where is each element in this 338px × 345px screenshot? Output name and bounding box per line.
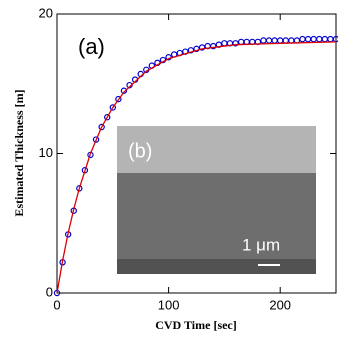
annotation: (a) (78, 34, 105, 59)
y-tick-label: 10 (39, 145, 53, 160)
data-point (266, 38, 271, 43)
data-point (272, 38, 277, 43)
x-tick-label: 200 (269, 297, 291, 312)
data-point (306, 37, 311, 42)
inset-label: (b) (128, 140, 152, 162)
data-point (278, 38, 283, 43)
data-point (222, 41, 227, 46)
data-point (328, 37, 333, 42)
data-point (300, 37, 305, 42)
x-tick-label: 0 (53, 297, 60, 312)
scale-label: 1 μm (242, 235, 280, 254)
data-point (322, 37, 327, 42)
x-axis-label: CVD Time [sec] (155, 318, 237, 332)
y-tick-label: 20 (39, 5, 53, 20)
data-point (283, 38, 288, 43)
data-point (311, 37, 316, 42)
y-axis-label: Estimated Thickness [m] (12, 89, 26, 216)
data-point (317, 37, 322, 42)
data-point (261, 38, 266, 43)
inset-image: (b) 1 μm (117, 126, 316, 274)
y-tick-label: 0 (46, 284, 53, 299)
x-tick-label: 100 (158, 297, 180, 312)
inset-film (117, 173, 316, 259)
chart: (b) 1 μm (a) CVD Time [sec] Estimated Th… (0, 0, 338, 345)
inset-substrate (117, 259, 316, 274)
data-point (239, 39, 244, 44)
